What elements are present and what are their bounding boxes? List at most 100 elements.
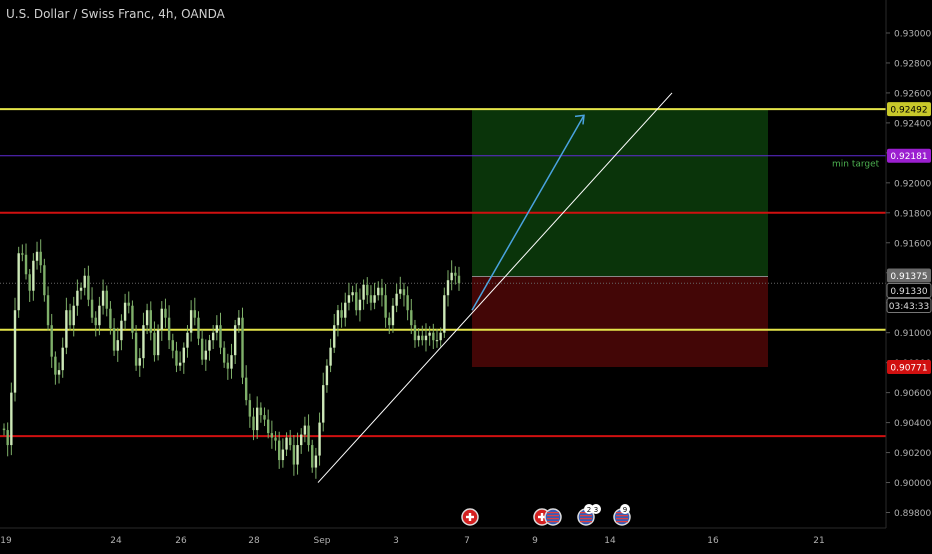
candle-body xyxy=(101,290,105,306)
candle-body xyxy=(406,295,409,311)
x-tick-label: 21 xyxy=(813,536,824,546)
badge-entry: 0.91375 xyxy=(890,272,927,282)
candle-body xyxy=(193,310,197,318)
arrow-head xyxy=(574,114,585,125)
candle-body xyxy=(454,272,457,276)
candle-body xyxy=(65,310,68,348)
candle-body xyxy=(395,293,398,306)
badge-current: 0.91330 xyxy=(890,287,927,297)
candle-body xyxy=(380,287,384,296)
candle-body xyxy=(325,365,329,386)
badge-entry-bg xyxy=(887,268,931,283)
candle-body xyxy=(167,317,171,341)
flag-cross xyxy=(538,515,546,519)
candle-body xyxy=(211,332,215,341)
candle-body xyxy=(182,347,185,363)
candle-body xyxy=(156,329,160,356)
candle-body xyxy=(428,332,431,336)
candle-body xyxy=(347,295,351,303)
candle-body xyxy=(314,455,318,468)
candles xyxy=(2,239,461,479)
x-tick-label: 14 xyxy=(604,536,616,546)
candle-body xyxy=(79,287,83,291)
candle-body xyxy=(57,370,61,375)
y-tick-label: 0.90600 xyxy=(894,389,931,399)
candle-body xyxy=(366,284,369,296)
candle-body xyxy=(252,416,255,431)
candle-body xyxy=(2,428,6,431)
y-tick-label: 0.89800 xyxy=(894,509,931,519)
flag-cross xyxy=(466,515,474,519)
candle-body xyxy=(28,274,31,291)
event-count-text: 3 xyxy=(594,506,598,514)
badge-stop-bg xyxy=(887,360,931,375)
x-tick-label: 24 xyxy=(110,536,122,546)
flag-stripe xyxy=(616,518,628,520)
x-tick-label: 26 xyxy=(175,536,187,546)
candle-body xyxy=(13,310,17,393)
candle-body xyxy=(439,332,442,341)
y-tick-label: 0.90400 xyxy=(894,419,931,429)
candle-body xyxy=(303,425,307,435)
candle-body xyxy=(446,280,450,296)
candle-body xyxy=(6,430,9,446)
candle-body xyxy=(197,317,200,339)
x-tick-label: 28 xyxy=(248,536,260,546)
candle-body xyxy=(336,310,340,326)
y-tick-label: 0.91800 xyxy=(894,209,931,219)
drawings xyxy=(317,92,673,483)
candle-body xyxy=(388,317,391,326)
candle-body xyxy=(289,437,292,446)
us-flag-icon xyxy=(544,508,562,526)
event-count-text: 2 xyxy=(587,506,591,514)
candle-body xyxy=(39,251,42,266)
x-tick-label: Sep xyxy=(314,536,331,546)
candle-body xyxy=(292,445,296,465)
y-tick-label: 0.90200 xyxy=(894,449,931,459)
horizontal-lines: min target xyxy=(0,108,886,438)
flag-stripe xyxy=(547,518,559,520)
candle-body xyxy=(17,253,20,311)
y-tick-label: 0.92000 xyxy=(894,179,931,189)
candle-body xyxy=(160,308,163,330)
candle-body xyxy=(362,284,365,300)
candle-body xyxy=(109,308,112,329)
candle-body xyxy=(322,385,325,423)
flag-stripe xyxy=(580,518,592,520)
projection-arrow xyxy=(471,115,585,311)
badge-resistance-bg xyxy=(887,102,931,117)
candle-body xyxy=(351,292,354,296)
candle-body xyxy=(24,254,28,275)
candle-body xyxy=(105,290,108,309)
candle-body xyxy=(164,308,167,318)
badge-resistance: 0.92492 xyxy=(890,106,927,116)
y-tick-label: 0.91600 xyxy=(894,239,931,249)
candle-body xyxy=(120,320,123,341)
time-axis[interactable]: 19 24 26 28 Sep 3 7 9 14 16 21 xyxy=(0,527,886,546)
candle-body xyxy=(391,305,395,326)
candle-body xyxy=(402,289,406,296)
candle-body xyxy=(153,332,156,356)
candle-body xyxy=(149,310,152,333)
badge-stop: 0.90771 xyxy=(890,364,927,374)
candle-body xyxy=(127,302,130,306)
candle-body xyxy=(244,377,248,401)
candle-body xyxy=(340,310,343,318)
trend-line xyxy=(317,92,673,483)
candle-body xyxy=(98,305,101,326)
candle-body xyxy=(219,325,222,348)
candle-body xyxy=(186,332,189,348)
flag-stripe xyxy=(580,515,592,517)
candle-body xyxy=(311,445,314,468)
event-count-text: 9 xyxy=(623,506,627,514)
candle-body xyxy=(424,335,428,341)
candle-body xyxy=(329,347,332,366)
candle-body xyxy=(274,437,277,441)
candle-body xyxy=(189,310,193,333)
candle-body xyxy=(131,305,134,333)
candle-body xyxy=(142,325,145,359)
